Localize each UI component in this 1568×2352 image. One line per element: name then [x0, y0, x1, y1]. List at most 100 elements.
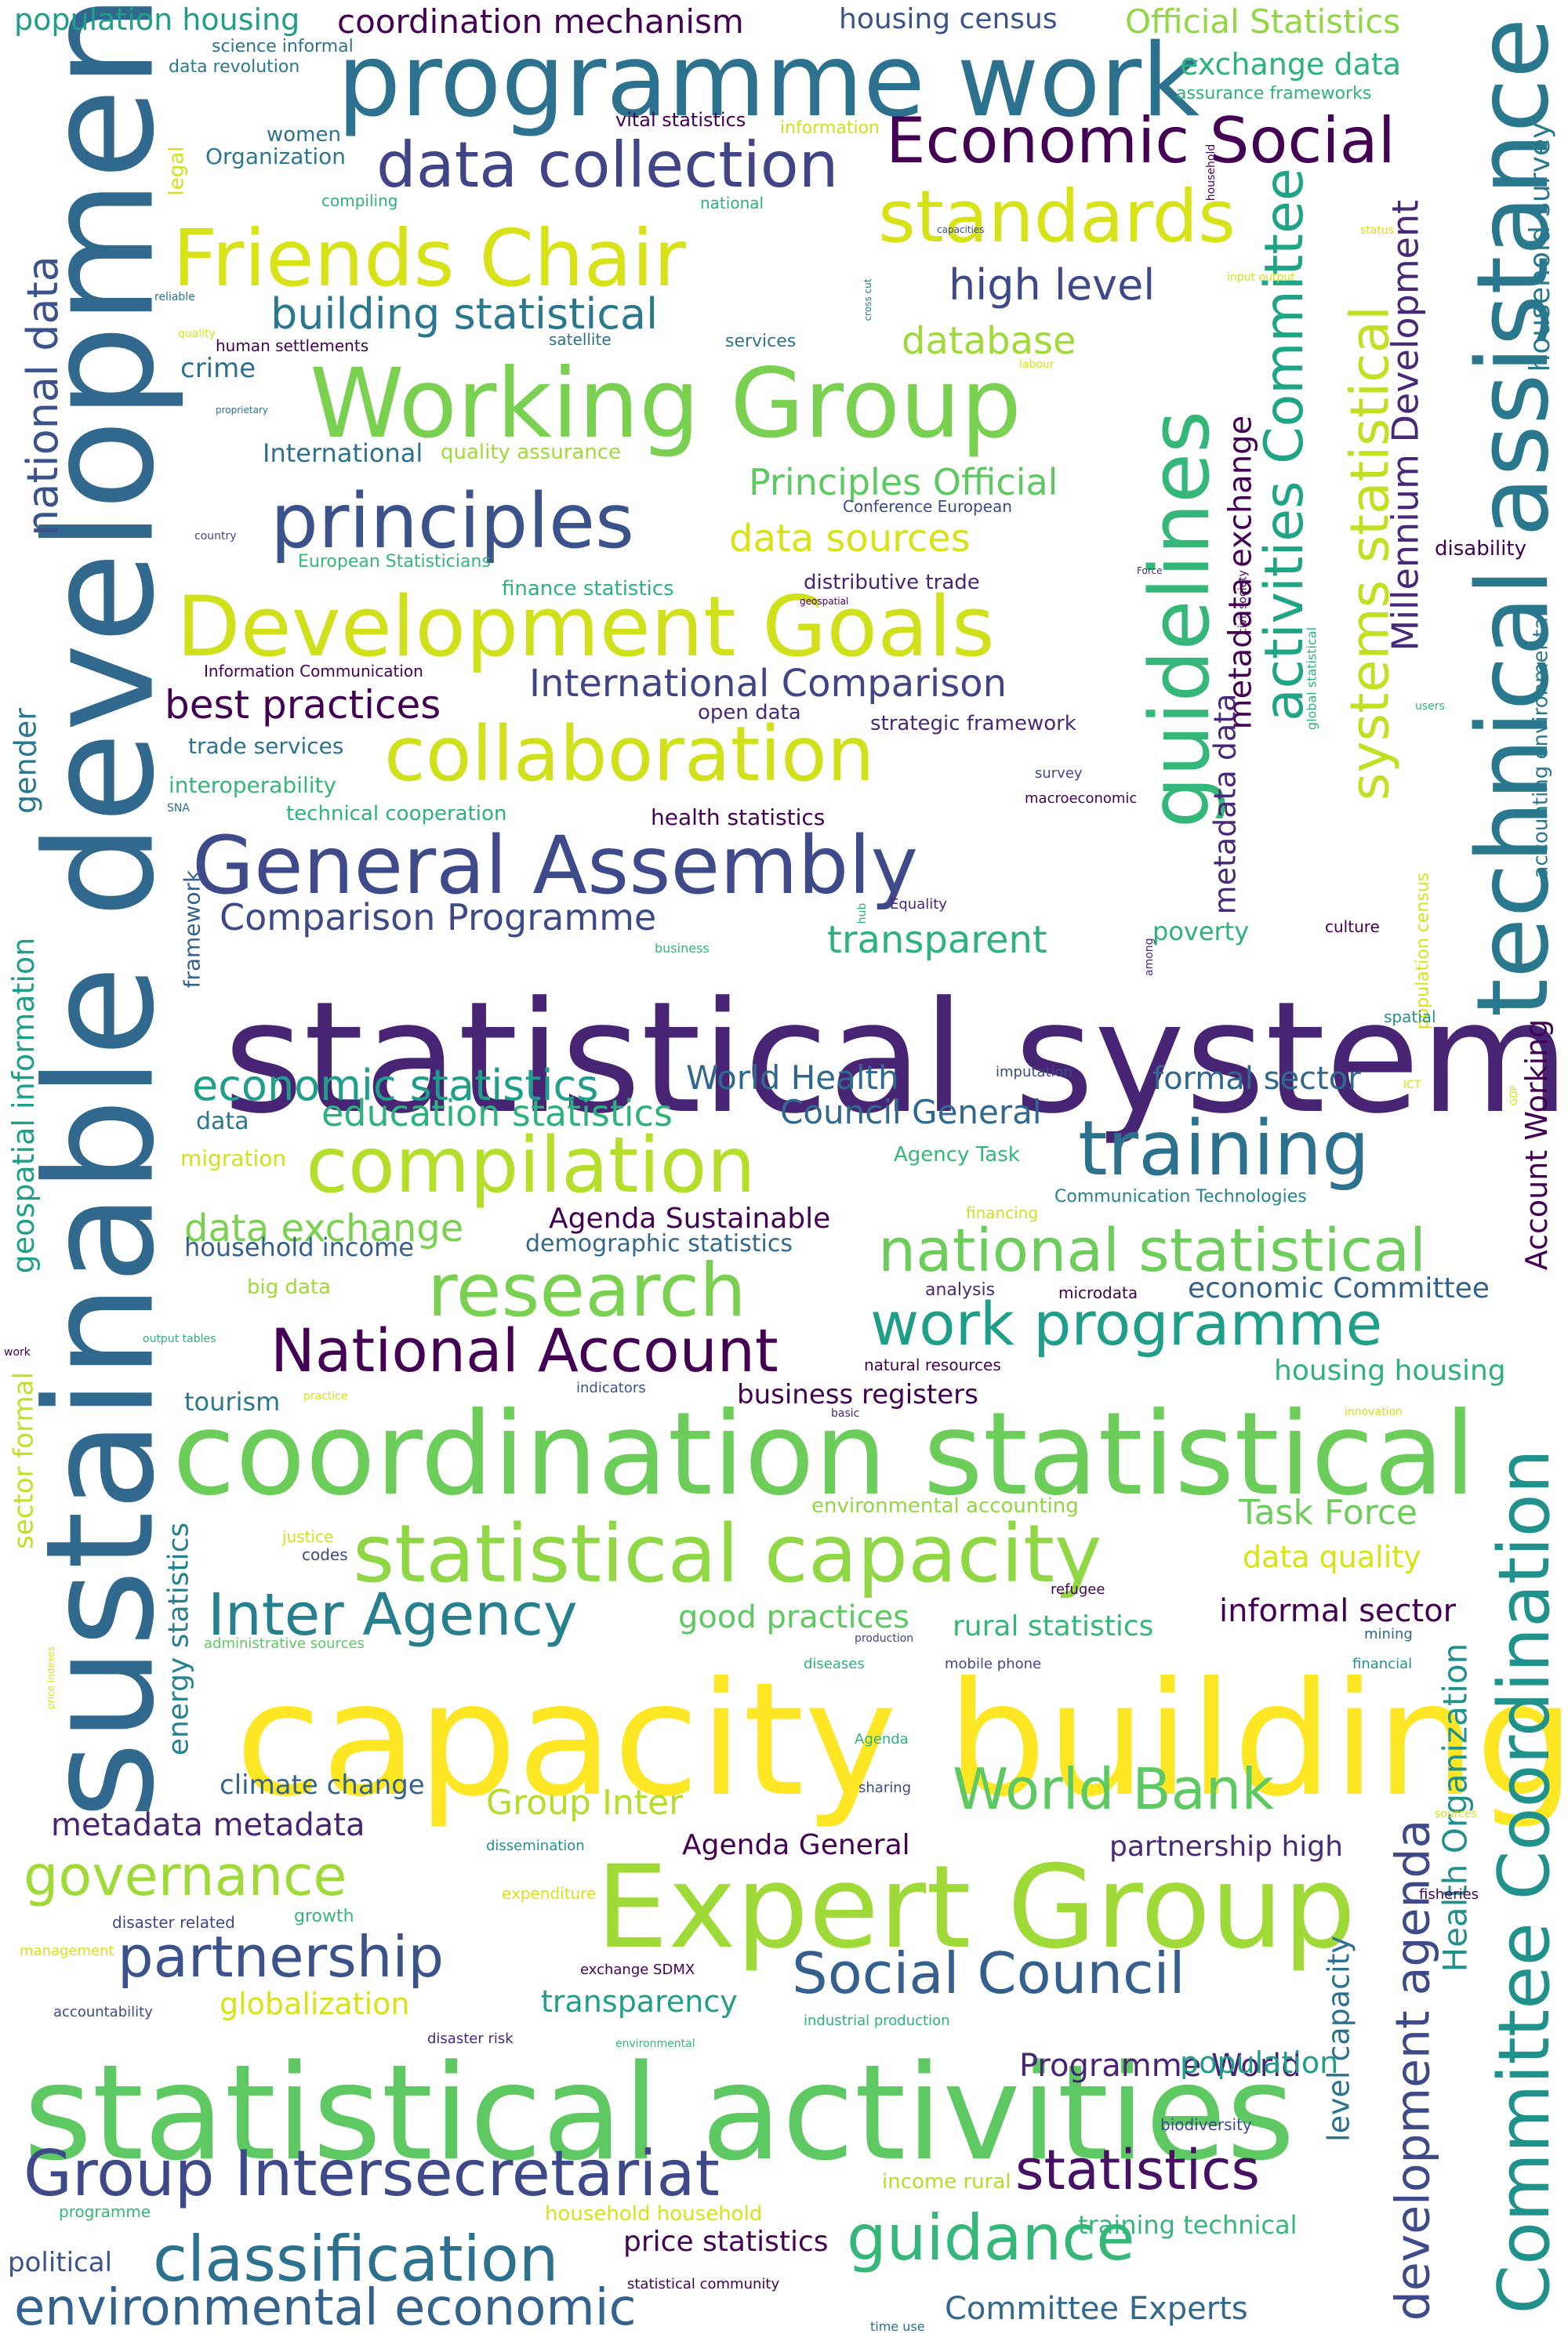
word-cloud-word: environmental — [615, 2038, 695, 2050]
word-cloud-word: Official Statistics — [1125, 2, 1401, 41]
word-cloud-word: International Comparison — [529, 662, 1007, 706]
word-cloud-word: best practices — [165, 682, 441, 728]
word-cloud-word: Comparison Programme — [220, 896, 657, 938]
word-cloud-word: mining — [1364, 1626, 1413, 1642]
word-cloud-word: Communication Technologies — [1054, 1187, 1307, 1207]
word-cloud-word: big data — [247, 1276, 332, 1299]
word-cloud-word: Council General — [780, 1093, 1042, 1131]
word-cloud-word: data sources — [729, 517, 971, 561]
word-cloud-word: political — [8, 2247, 113, 2278]
word-cloud-word: population — [1180, 2045, 1339, 2080]
word-cloud-word: reliable — [154, 291, 195, 303]
word-cloud-word: Information Communication — [204, 662, 423, 681]
word-cloud-word: global statistical — [1304, 626, 1319, 730]
word-cloud-word: national data — [18, 256, 67, 536]
word-cloud-word: indicators — [576, 1380, 646, 1396]
word-cloud-word: services — [725, 332, 797, 351]
word-cloud-word: transparent — [827, 918, 1047, 962]
word-cloud-word: environmental accounting — [811, 1494, 1079, 1518]
word-cloud-word: household survey — [1524, 122, 1556, 372]
word-cloud-word: high level — [949, 260, 1156, 310]
word-cloud-word: poverty — [1152, 916, 1250, 946]
word-cloud-word: training technical — [1078, 2210, 1298, 2240]
word-cloud-word: data exchange — [184, 1207, 464, 1250]
word-cloud-word: partnership — [118, 1924, 445, 1990]
word-cloud-word: Millennium Development — [1384, 199, 1426, 651]
word-cloud-word: time use — [870, 2319, 925, 2334]
word-cloud-word: quality — [178, 328, 216, 340]
word-cloud-word: accounting environmental — [1529, 611, 1552, 878]
word-cloud-word: country — [194, 530, 237, 543]
word-cloud-word: biodiversity — [1160, 2115, 1252, 2134]
word-cloud-word: household income — [184, 1232, 414, 1262]
word-cloud-word: household household — [545, 2202, 763, 2226]
word-cloud-word: science informal — [212, 37, 354, 56]
word-cloud-word: environmental economic — [14, 2279, 637, 2337]
word-cloud-word: national — [700, 194, 764, 212]
word-cloud-word: crime — [180, 353, 256, 384]
word-cloud-word: Inter Agency — [208, 1581, 578, 1649]
word-cloud-word: hub — [856, 902, 869, 924]
word-cloud-word: data revolution — [169, 57, 300, 77]
word-cloud-word: tourism — [184, 1387, 281, 1417]
word-cloud-word: culture — [1325, 917, 1380, 936]
word-cloud-word: price indexes — [45, 1646, 56, 1709]
word-cloud-word: human settlements — [216, 336, 369, 355]
word-cloud-word: guidance — [847, 2201, 1135, 2274]
word-cloud-word: good practices — [678, 1599, 910, 1635]
word-cloud-word: programme — [59, 2202, 151, 2221]
word-cloud-word: income rural — [882, 2170, 1011, 2194]
word-cloud-word: migration — [180, 1145, 287, 1171]
word-cloud-word: programme work — [337, 23, 1200, 140]
word-cloud-word: statistics — [1015, 2138, 1261, 2202]
word-cloud-word: Agenda Sustainable — [549, 1203, 831, 1235]
word-cloud-word: governance — [24, 1844, 347, 1908]
word-cloud-word: satellite — [549, 330, 612, 349]
word-cloud-word: metadata data — [1207, 693, 1242, 914]
word-cloud-word: partnership high — [1109, 1831, 1343, 1863]
word-cloud-word: refugee — [1051, 1581, 1105, 1598]
word-cloud-word: national statistical — [878, 1215, 1427, 1285]
word-cloud-word: demographic statistics — [525, 1230, 793, 1258]
word-cloud-word: price statistics — [623, 2226, 829, 2258]
word-cloud-word: work programme — [870, 1289, 1383, 1359]
word-cloud-word: women — [267, 123, 341, 147]
word-cloud-word: principles — [270, 477, 635, 565]
word-cloud-word: Principles Official — [749, 461, 1058, 503]
word-cloud-word: statistical activities — [24, 2036, 1295, 2190]
word-cloud-word: fisheries — [1419, 1886, 1479, 1903]
word-cloud-word: management — [20, 1943, 114, 1959]
word-cloud-word: exchange data — [1180, 47, 1402, 82]
word-cloud-word: housing census — [839, 3, 1058, 35]
word-cloud-word: level capacity — [1321, 1935, 1356, 2142]
word-cloud-word: transparency — [541, 1984, 738, 2019]
word-cloud-word: economic statistics — [192, 1061, 599, 1110]
word-cloud-word: natural resources — [864, 1356, 1001, 1374]
word-cloud-word: statistical community — [627, 2276, 780, 2292]
word-cloud-word: Agency Task — [894, 1143, 1020, 1167]
word-cloud-word: National Account — [270, 1316, 779, 1385]
word-cloud-word: compilation — [306, 1121, 756, 1210]
word-cloud-word: rural statistics — [953, 1610, 1154, 1642]
word-cloud-word: data — [196, 1108, 249, 1135]
word-cloud-word: informal sector — [1219, 1593, 1457, 1629]
word-cloud-word: disaster related — [112, 1913, 235, 1932]
word-cloud-word: labour — [1019, 358, 1054, 371]
word-cloud-word: microdata — [1058, 1283, 1138, 1302]
word-cloud-word: energy statistics — [162, 1522, 194, 1755]
word-cloud-word: proprietary — [216, 405, 268, 416]
word-cloud-word: housing housing — [1274, 1355, 1506, 1387]
word-cloud-word: gender — [8, 707, 42, 814]
word-cloud-word: civil society — [1236, 569, 1249, 634]
word-cloud-word: dissemination — [486, 1838, 585, 1854]
word-cloud-word: quality assurance — [441, 441, 622, 464]
word-cloud-word: Task Force — [1239, 1493, 1417, 1533]
word-cloud-word: Development Goals — [176, 579, 995, 675]
word-cloud-word: codes — [302, 1545, 348, 1564]
word-cloud-word: sharing — [858, 1780, 912, 1796]
word-cloud-word: Group Intersecretariat — [24, 2137, 720, 2210]
word-cloud-word: growth — [294, 1907, 354, 1926]
word-cloud-word: Committee Experts — [945, 2291, 1248, 2327]
word-cloud-word: Agenda — [855, 1731, 909, 1748]
